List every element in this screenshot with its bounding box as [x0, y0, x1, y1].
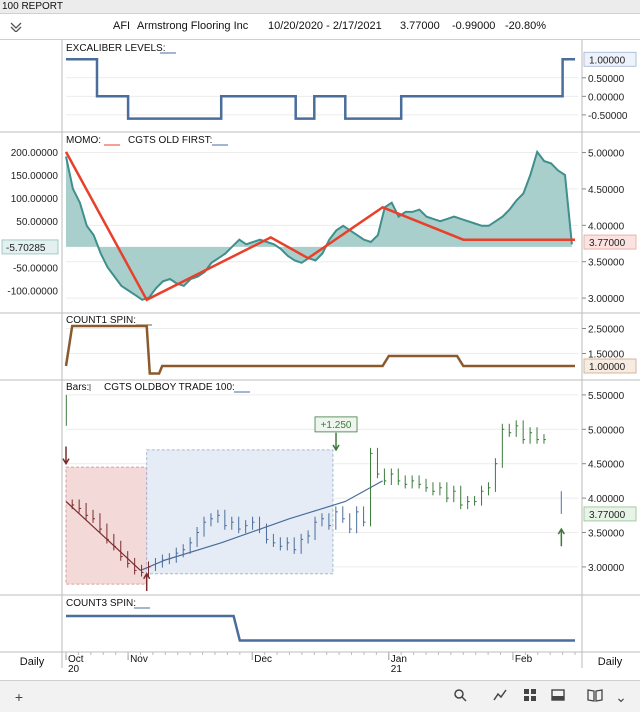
y-tick-label: 3.00000 [588, 294, 625, 305]
price-change: -0.99000 [452, 20, 496, 32]
signal-arrow-up [557, 527, 565, 547]
y-tick-label: 5.00000 [588, 425, 625, 436]
trade-profit-box [314, 416, 358, 433]
count3-panel: COUNT3 SPIN: [66, 598, 575, 642]
panel-icon[interactable] [549, 688, 567, 706]
x-tick-sublabel: 21 [391, 664, 403, 675]
entry-arrow-down [62, 446, 70, 466]
y-tick-label: 4.50000 [588, 185, 625, 196]
old-first-line [64, 151, 575, 302]
y-tick-label-left: 200.00000 [11, 148, 59, 159]
current-value-box [583, 234, 637, 250]
y-tick-label-left: 150.00000 [11, 171, 59, 182]
y-tick-label: 5.50000 [588, 391, 625, 402]
current-value-label: 3.77000 [589, 510, 626, 521]
y-tick-label: 5.00000 [588, 149, 625, 160]
y-tick-label: 2.50000 [588, 325, 625, 336]
y-tick-label: 0.50000 [588, 74, 625, 85]
panel-title: EXCALIBER LEVELS: [66, 43, 166, 54]
x-tick-label: Feb [515, 654, 533, 665]
y-tick-label-left: -50.00000 [13, 263, 58, 274]
window-title: 100 REPORT [0, 0, 640, 14]
current-value-label: 1.00000 [589, 362, 626, 373]
chart-area[interactable]: 0.50000 0.00000 -0.50000 EXCALIBER LEVELS: 1… [0, 40, 640, 680]
exit-arrow-up [143, 572, 151, 591]
y-tick-label: 0.00000 [588, 92, 625, 103]
current-value-label: 3.77000 [589, 238, 626, 249]
trade-arrow-down [332, 432, 340, 452]
line-chart-icon[interactable] [491, 688, 509, 706]
panel-title: COUNT1 SPIN: [66, 315, 136, 326]
short-trade-box [65, 466, 148, 585]
momo-area [66, 151, 572, 300]
excaliber-line [66, 58, 575, 120]
y-tick-label: 4.50000 [588, 460, 625, 471]
panel-title: COUNT3 SPIN: [66, 598, 136, 609]
panel-title-2: CGTS OLDBOY TRADE 100: [104, 382, 235, 393]
y-tick-label: -0.50000 [588, 111, 628, 122]
x-tick-label: Nov [130, 654, 148, 665]
search-icon[interactable] [451, 688, 469, 706]
count1-line [64, 324, 575, 375]
y-tick-label: 3.50000 [588, 529, 625, 540]
y-tick-label: 3.50000 [588, 258, 625, 269]
bars-panel: 5.50000 5.00000 4.50000 4.00000 3.50000 3.000… [62, 382, 637, 591]
chart-header: AFI Armstrong Flooring Inc 10/20/2020 - … [0, 14, 640, 40]
x-tick-sublabel: 20 [68, 664, 80, 675]
x-tick-label: Oct [68, 654, 84, 665]
y-tick-label: 1.50000 [588, 350, 625, 361]
y-tick-label-left: 50.00000 [16, 217, 58, 228]
chevron-down-icon[interactable]: ⌄ [615, 689, 627, 705]
symbol: AFI [113, 20, 131, 32]
panel-title: MOMO: [66, 135, 101, 146]
long-trade-box [146, 449, 334, 575]
current-value-label: 1.00000 [589, 55, 626, 66]
y-tick-label: 3.00000 [588, 563, 625, 574]
excaliber-panel: 0.50000 0.00000 -0.50000 EXCALIBER LEVELS: 1… [66, 43, 637, 122]
count1-panel: 2.50000 1.50000 COUNT1 SPIN: 1.00000 [64, 315, 637, 375]
y-tick-label: 4.00000 [588, 221, 625, 232]
y-tick-label: 4.00000 [588, 494, 625, 505]
momo-line [65, 149, 573, 301]
trade-profit-label: +1.250 [321, 420, 352, 431]
momo-panel: 5.00000 4.50000 4.00000 3.50000 3.00000 200.0… [1, 135, 637, 305]
y-tick-label-left: 100.00000 [11, 194, 59, 205]
long-trend-line [140, 480, 383, 571]
interval-label-left: Daily [20, 656, 45, 668]
grid-icon[interactable] [521, 688, 539, 706]
current-value-box [583, 51, 637, 67]
x-tick-label: Dec [254, 654, 272, 665]
count3-line [66, 614, 575, 642]
y-tick-label-left: -100.00000 [7, 287, 58, 298]
company-name: Armstrong Flooring Inc [137, 20, 249, 32]
panel-title-2: CGTS OLD FIRST: [128, 135, 212, 146]
current-value-box [583, 358, 637, 374]
book-icon[interactable] [586, 688, 604, 706]
interval-label-right: Daily [598, 656, 623, 668]
last-price: 3.77000 [400, 20, 440, 32]
current-value-label-left: -5.70285 [6, 243, 46, 254]
current-value-box [583, 506, 637, 522]
x-tick-label: Jan [391, 654, 407, 665]
plus-icon[interactable]: + [14, 689, 24, 705]
expand-icon[interactable] [10, 22, 22, 32]
panel-title: Bars: [66, 382, 89, 393]
toolbar: + ⌄ [0, 680, 640, 712]
date-range: 10/20/2020 - 2/17/2021 [268, 20, 382, 32]
current-value-box-left [1, 239, 59, 255]
price-change-pct: -20.80% [505, 20, 546, 32]
